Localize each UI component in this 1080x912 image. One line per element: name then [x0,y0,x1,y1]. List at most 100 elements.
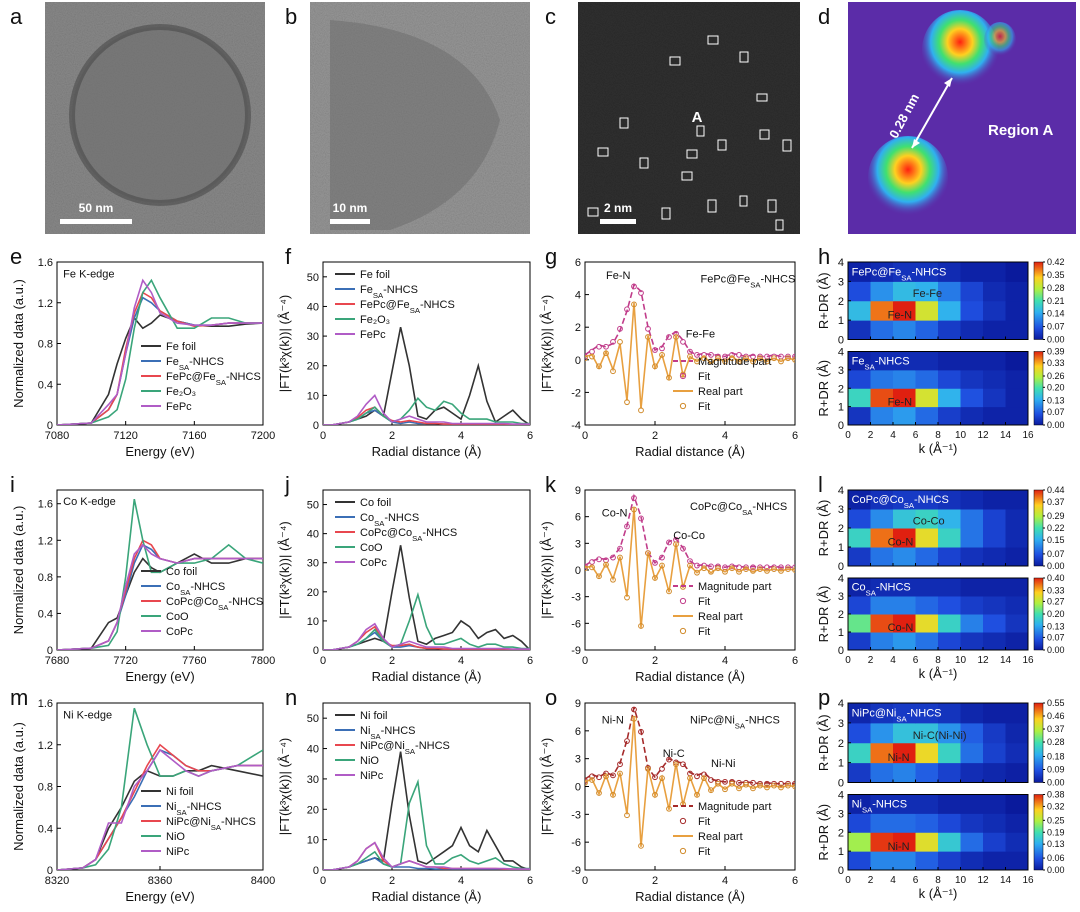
colorbar-tick-label: 0.00 [1047,645,1065,655]
map-cell [915,578,939,597]
map-cell [870,578,894,597]
x-tick-label: 8360 [148,875,172,887]
colorbar-tick-label: 0.22 [1047,523,1065,533]
series-line [585,707,795,785]
y-tick-label: 6 [575,257,581,269]
x-tick-label: 7120 [113,430,137,442]
fit-marker [771,782,777,789]
fit-marker [610,338,616,345]
map-cell [1005,578,1029,597]
sphere-shell [69,24,251,206]
y-tick-label: 4 [838,257,844,269]
map-cell [1005,851,1029,871]
x-tick-label: 2 [389,655,395,667]
fit-marker [715,355,721,362]
map-cell [870,528,894,548]
plot-area [57,498,263,650]
y-tick-label: 0 [313,420,319,432]
map-cell [893,578,916,597]
map-cell [848,596,871,615]
x-axis-title: Radial distance (Å) [372,889,482,904]
y-tick-label: 2 [838,738,844,750]
colorbar-tick-label: 0.20 [1047,609,1065,619]
fit-marker [757,782,763,789]
fit-marker [694,569,700,576]
map-cell [893,528,916,548]
colorbar [1033,577,1044,651]
map-cell [960,300,984,321]
map-cell [1005,406,1029,426]
map-cell [893,832,916,852]
subscript: SA [179,363,190,372]
colorbar-tick-label: 0.39 [1047,347,1065,357]
map-cell [983,281,1006,302]
map-cell [915,813,939,833]
subscript: SA [410,306,421,315]
series-line [57,543,263,650]
x-tick-label: 0 [320,655,326,667]
fit-marker [596,556,602,563]
map-annotation: Fe-N [888,310,913,322]
fit-marker [722,786,728,793]
peak [868,136,948,220]
y-tick-label: 0 [313,865,319,877]
y-tick-label: 2 [575,322,581,334]
map-cell [893,509,916,529]
x-tick-label: 10 [955,655,967,666]
y-axis-title: Normalized data (a.u.) [11,722,26,851]
plot-area [57,278,263,425]
x-tick-label: 16 [1022,875,1034,886]
colorbar-tick-label: 0.33 [1047,358,1065,368]
panel-label: c [545,4,556,29]
map-cell [848,742,871,764]
scale-bar [60,219,132,224]
y-tick-label: 9 [575,485,581,497]
fit-marker [708,787,714,794]
fit-marker [617,338,623,345]
fit-marker [708,358,714,365]
map-cell [983,742,1006,764]
y-axis-title: |FT(k³χ(k))| (Å⁻⁴) [277,738,292,836]
series-line [323,622,530,650]
panel-label: f [285,244,292,269]
legend-label: FeSA-NHCS [360,284,418,300]
y-tick-label: 1.6 [38,257,53,269]
fit-marker [785,355,791,362]
legend-label: NiPc@NiSA-NHCS [166,816,256,832]
map-cell [870,262,894,282]
colorbar-tick-label: 0.13 [1047,839,1065,849]
map-cell [938,813,961,833]
fit-marker [624,812,630,819]
map-cell [983,578,1006,597]
map-cell [983,703,1006,724]
fit-marker [722,568,728,575]
colorbar-tick-label: 0.14 [1047,309,1065,319]
fit-marker [673,541,679,548]
subscript: SA [374,519,385,528]
map-cell [893,722,916,744]
map-cell [960,703,984,724]
map-cell [893,369,916,389]
map-cell [1005,813,1029,833]
subscript: SA [370,732,381,741]
map-cell [915,262,939,282]
legend-label: FeSA-NHCS [166,356,224,372]
y-tick-label: 1 [838,542,844,554]
fit-marker [757,355,763,362]
fit-marker [785,782,791,789]
annotation: Fe-Fe [686,329,715,341]
legend-label: Real part [698,611,743,623]
x-tick-label: 7160 [182,430,206,442]
panel-label: l [818,472,823,497]
map-cell [870,832,894,852]
map-cell [870,320,894,340]
plot-area [585,283,795,414]
map-cell [870,703,894,724]
x-tick-label: 14 [1000,430,1012,441]
legend-label: NiSA-NHCS [360,725,416,741]
fit-marker [638,842,644,849]
map-cell [1005,351,1029,371]
legend-label: CoPc [166,626,193,638]
map-cell [1005,794,1029,814]
legend-label: FePc [360,329,386,341]
